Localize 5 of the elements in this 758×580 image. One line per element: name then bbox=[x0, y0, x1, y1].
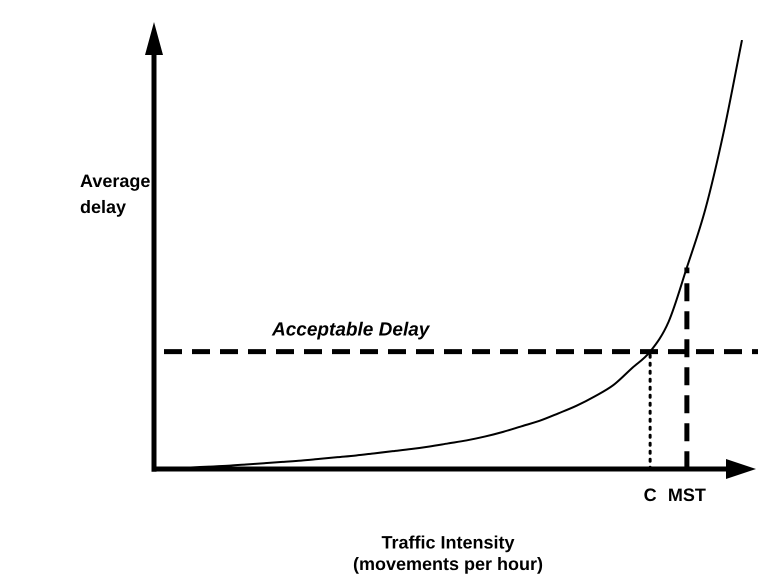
x-axis-title: Traffic Intensity (movements per hour) bbox=[352, 532, 544, 574]
x-tick-label: MST bbox=[668, 484, 706, 505]
ref-line-label: Acceptable Delay bbox=[271, 319, 431, 340]
x-tick-label: C bbox=[644, 484, 657, 505]
y-axis-title: Average delay bbox=[80, 170, 150, 220]
